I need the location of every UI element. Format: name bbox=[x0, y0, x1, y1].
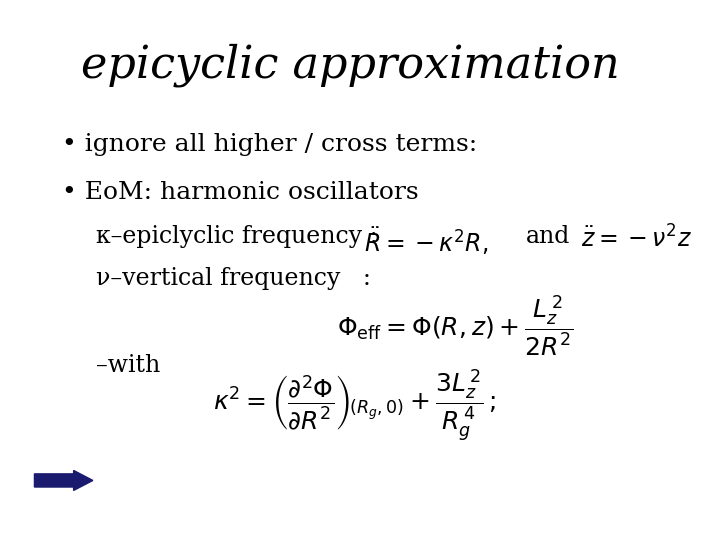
Text: epicyclic approximation: epicyclic approximation bbox=[81, 44, 620, 87]
Text: $\ddot{R} = -\kappa^2 R,$: $\ddot{R} = -\kappa^2 R,$ bbox=[364, 225, 489, 257]
Text: ν–vertical frequency   :: ν–vertical frequency : bbox=[96, 267, 379, 291]
Text: $\kappa^2 = \left(\dfrac{\partial^2\Phi}{\partial R^2}\right)_{\!(R_g,0)} + \dfr: $\kappa^2 = \left(\dfrac{\partial^2\Phi}… bbox=[213, 367, 496, 443]
Text: and: and bbox=[526, 225, 570, 248]
Text: • ignore all higher / cross terms:: • ignore all higher / cross terms: bbox=[62, 133, 477, 156]
Text: κ–epiclyclic frequency :: κ–epiclyclic frequency : bbox=[96, 225, 385, 248]
Text: $\Phi_{\rm eff} = \Phi(R,z) + \dfrac{L_z^{\,2}}{2R^2}$: $\Phi_{\rm eff} = \Phi(R,z) + \dfrac{L_z… bbox=[337, 294, 573, 358]
Text: –with: –with bbox=[96, 354, 161, 377]
FancyArrow shape bbox=[35, 470, 93, 490]
Text: $\ddot{z} = -\nu^2 z$: $\ddot{z} = -\nu^2 z$ bbox=[581, 225, 692, 253]
Text: • EoM: harmonic oscillators: • EoM: harmonic oscillators bbox=[62, 180, 418, 204]
